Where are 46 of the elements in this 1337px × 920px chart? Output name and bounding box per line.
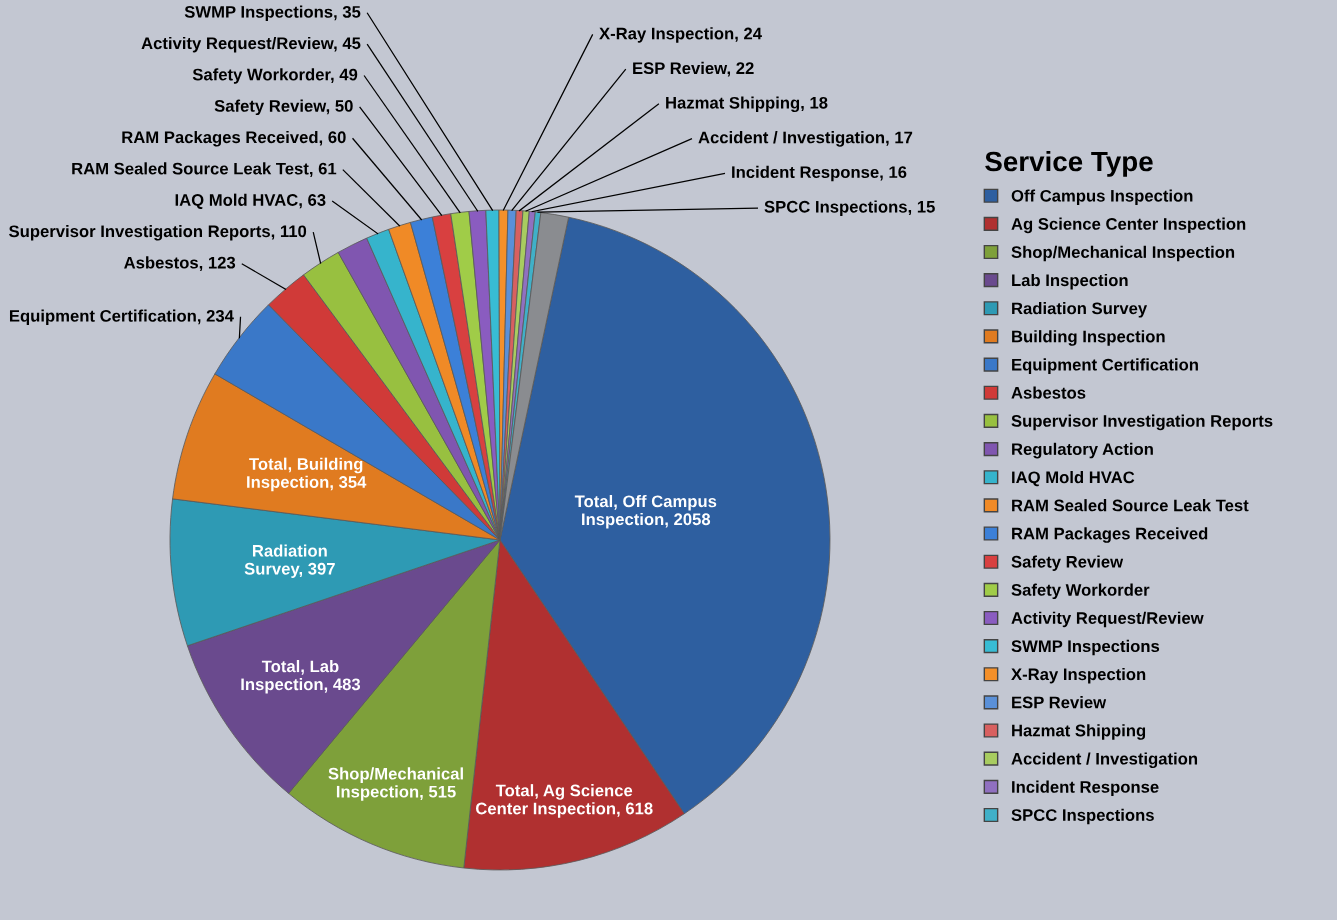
- data-label: ESP Review, 22: [633, 61, 754, 77]
- data-label: Activity Request/Review, 45: [141, 36, 361, 53]
- data-label: SWMP Inspections, 35: [184, 5, 361, 22]
- legend-label: ESP Review: [1012, 696, 1107, 709]
- legend-label: Accident / Investigation: [1011, 752, 1198, 768]
- legend-label: Supervisor Investigation Reports: [1011, 414, 1273, 431]
- data-label: Total, Off Campus Inspection, 2058: [574, 494, 717, 529]
- legend-label: Lab Inspection: [1012, 273, 1128, 290]
- legend-label: Activity Request/Review: [1011, 611, 1204, 628]
- legend-label: Safety Review: [1011, 555, 1124, 571]
- data-label: Hazmat Shipping, 18: [666, 96, 828, 113]
- legend-label: Safety Workorder: [1011, 583, 1150, 600]
- data-label: Incident Response, 16: [732, 165, 907, 182]
- legend-label: Off Campus Inspection: [1011, 189, 1193, 205]
- legend-label: SPCC Inspections: [1011, 808, 1154, 825]
- data-label: Radiation Survey, 397: [244, 544, 335, 578]
- legend-label: Radiation Survey: [1012, 302, 1148, 318]
- data-label: Shop/Mechanical Inspection, 515: [328, 767, 463, 801]
- data-label: IAQ Mold HVAC, 63: [175, 193, 326, 209]
- data-label: Safety Review, 50: [214, 99, 353, 116]
- data-label: SPCC Inspections, 15: [764, 200, 935, 216]
- data-label: RAM Sealed Source Leak Test, 61: [72, 162, 337, 177]
- data-label: Total, Building Inspection, 354: [247, 457, 367, 492]
- data-label: Safety Workorder, 49: [192, 68, 358, 84]
- legend-label: RAM Packages Received: [1012, 527, 1208, 543]
- data-label: X-Ray Inspection, 24: [599, 27, 762, 43]
- legend-label: SWMP Inspections: [1011, 639, 1160, 656]
- data-label: Supervisor Investigation Reports, 110: [9, 224, 307, 241]
- legend-label: Equipment Certification: [1012, 358, 1198, 374]
- legend-label: IAQ Mold HVAC: [1012, 470, 1135, 487]
- data-label: Asbestos, 123: [124, 256, 236, 271]
- data-label: Total, Lab Inspection, 483: [241, 660, 361, 694]
- data-label: Accident / Investigation, 17: [698, 131, 913, 147]
- legend-title: Service Type: [985, 150, 1153, 177]
- legend-label: Building Inspection: [1012, 330, 1165, 346]
- data-label: Equipment Certification, 234: [9, 309, 234, 326]
- legend-label: Ag Science Center Inspection: [1011, 217, 1246, 234]
- legend-label: RAM Sealed Source Leak Test: [1012, 499, 1249, 512]
- legend-label: Regulatory Action: [1012, 442, 1153, 459]
- legend-label: Hazmat Shipping: [1012, 724, 1146, 740]
- legend-label: Asbestos: [1011, 386, 1086, 399]
- legend-label: Incident Response: [1012, 780, 1159, 797]
- legend-label: X-Ray Inspection: [1011, 667, 1146, 684]
- legend-label: Shop/Mechanical Inspection: [1011, 245, 1235, 262]
- data-label: Total, Ag Science Center Inspection, 618: [475, 784, 653, 818]
- data-label: RAM Packages Received, 60: [122, 130, 346, 147]
